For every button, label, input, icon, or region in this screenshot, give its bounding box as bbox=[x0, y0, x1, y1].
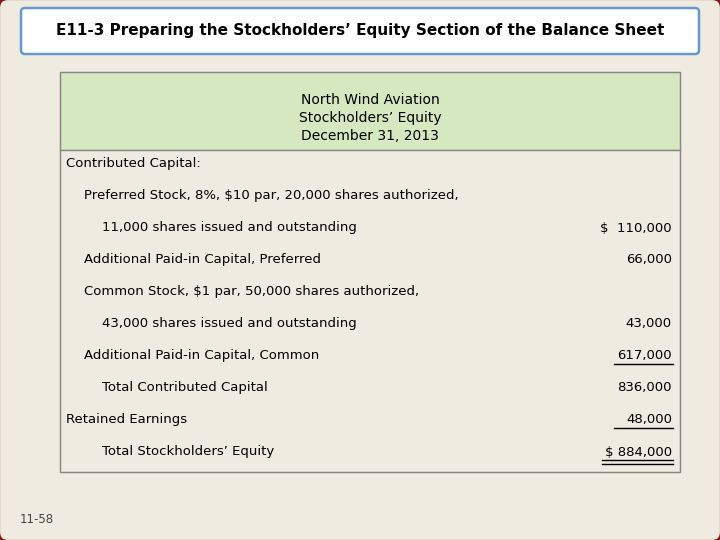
Text: December 31, 2013: December 31, 2013 bbox=[301, 129, 439, 143]
Text: 43,000 shares issued and outstanding: 43,000 shares issued and outstanding bbox=[102, 318, 356, 330]
Text: E11-3 Preparing the Stockholders’ Equity Section of the Balance Sheet: E11-3 Preparing the Stockholders’ Equity… bbox=[56, 24, 664, 38]
Text: Total Contributed Capital: Total Contributed Capital bbox=[102, 381, 268, 395]
Text: 48,000: 48,000 bbox=[626, 414, 672, 427]
FancyBboxPatch shape bbox=[21, 8, 699, 54]
Bar bbox=[60, 72, 680, 150]
Text: Additional Paid-in Capital, Preferred: Additional Paid-in Capital, Preferred bbox=[84, 253, 321, 267]
Text: 11,000 shares issued and outstanding: 11,000 shares issued and outstanding bbox=[102, 221, 357, 234]
Text: 66,000: 66,000 bbox=[626, 253, 672, 267]
Bar bbox=[60, 150, 680, 472]
Text: 836,000: 836,000 bbox=[618, 381, 672, 395]
Text: Contributed Capital:: Contributed Capital: bbox=[66, 158, 201, 171]
Bar bbox=[60, 72, 680, 472]
Text: $ 884,000: $ 884,000 bbox=[605, 446, 672, 458]
Text: $  110,000: $ 110,000 bbox=[600, 221, 672, 234]
Text: 617,000: 617,000 bbox=[617, 349, 672, 362]
Text: Additional Paid-in Capital, Common: Additional Paid-in Capital, Common bbox=[84, 349, 319, 362]
Text: Total Stockholders’ Equity: Total Stockholders’ Equity bbox=[102, 446, 274, 458]
Text: North Wind Aviation: North Wind Aviation bbox=[301, 93, 439, 107]
Text: Common Stock, $1 par, 50,000 shares authorized,: Common Stock, $1 par, 50,000 shares auth… bbox=[84, 286, 419, 299]
Text: Preferred Stock, 8%, $10 par, 20,000 shares authorized,: Preferred Stock, 8%, $10 par, 20,000 sha… bbox=[84, 190, 459, 202]
Text: 11-58: 11-58 bbox=[20, 513, 54, 526]
Text: 43,000: 43,000 bbox=[626, 318, 672, 330]
Text: Retained Earnings: Retained Earnings bbox=[66, 414, 187, 427]
Text: Stockholders’ Equity: Stockholders’ Equity bbox=[299, 111, 441, 125]
